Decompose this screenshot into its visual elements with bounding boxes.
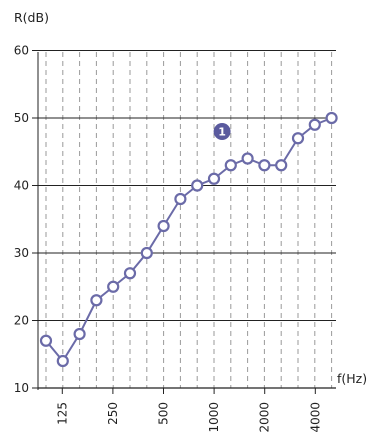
y-axis-title: R(dB): [14, 10, 49, 25]
data-point: [39, 334, 53, 347]
data-point: [140, 246, 153, 260]
y-tick-label: 40: [14, 179, 29, 193]
data-point: [191, 179, 204, 192]
y-tick-label: 50: [14, 111, 29, 125]
x-tick-label: 2000: [258, 402, 272, 433]
data-point: [224, 159, 237, 172]
x-tick-label: 250: [106, 402, 120, 425]
data-point: [241, 152, 254, 165]
y-tick-label: 30: [14, 246, 29, 260]
data-point: [73, 327, 86, 341]
annotation-circle: [213, 123, 231, 140]
x-axis-title: f(Hz): [337, 371, 367, 386]
data-point: [174, 192, 187, 206]
annotation-marker: 1: [213, 123, 231, 140]
y-tick-labels: 10 20 30 40 50 60: [14, 44, 29, 396]
x-tick-label: 125: [55, 402, 69, 425]
data-point: [275, 159, 288, 172]
x-tick-label: 1000: [207, 402, 221, 433]
data-point: [258, 159, 271, 172]
data-point: [325, 111, 338, 125]
data-point: [308, 118, 321, 131]
x-tick-label: 4000: [308, 402, 322, 433]
horizontal-gridlines: [32, 50, 336, 389]
data-point: [207, 172, 221, 185]
x-tick-labels: 125 250 500 1000 2000 4000: [55, 388, 322, 433]
data-point: [56, 354, 69, 368]
data-points: [39, 111, 338, 368]
data-point: [123, 267, 137, 280]
x-tick-label: 500: [156, 402, 170, 425]
y-tick-label: 60: [14, 44, 29, 58]
vertical-gridlines: [45, 52, 333, 388]
data-point: [291, 132, 305, 145]
data-point: [90, 294, 103, 307]
data-point: [107, 280, 120, 293]
data-point: [157, 219, 170, 233]
y-tick-label: 10: [14, 381, 29, 395]
annotation-label: 1: [218, 126, 226, 139]
series-line: [45, 117, 332, 363]
y-tick-label: 20: [14, 314, 29, 328]
